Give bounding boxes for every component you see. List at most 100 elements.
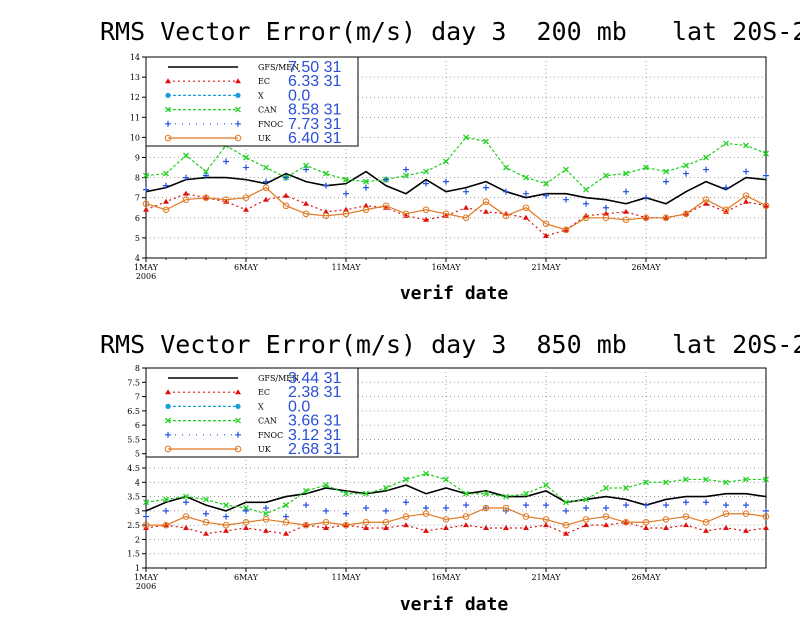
data-point <box>503 493 509 500</box>
data-point <box>363 178 369 185</box>
data-point <box>703 476 709 483</box>
data-point <box>382 518 390 526</box>
data-point <box>563 507 569 514</box>
data-point <box>743 198 749 204</box>
data-point <box>223 502 229 509</box>
data-point <box>583 496 589 503</box>
data-point <box>243 507 249 514</box>
data-point <box>203 530 209 536</box>
data-point <box>303 487 309 494</box>
legend-value: 7.50 31 <box>288 59 341 76</box>
x-tick-label: 6MAY <box>234 263 259 272</box>
data-point <box>203 168 209 175</box>
legend-label: FNOC <box>258 431 283 440</box>
data-point <box>463 490 469 497</box>
data-point <box>143 513 149 520</box>
legend-label: EC <box>258 388 270 397</box>
y-tick-label: 1.5 <box>127 550 140 559</box>
data-point <box>742 510 750 518</box>
data-point <box>263 510 269 517</box>
data-point <box>642 518 650 526</box>
data-point <box>622 216 630 224</box>
data-point <box>323 507 329 514</box>
data-point <box>663 525 669 530</box>
data-point <box>362 206 370 214</box>
data-point <box>383 176 389 183</box>
y-tick-label: 4.5 <box>127 464 140 473</box>
legend-value: 0.0 <box>288 87 310 104</box>
data-point <box>602 214 610 222</box>
data-point <box>602 513 610 520</box>
data-point <box>722 206 730 214</box>
data-point <box>143 499 149 506</box>
data-point <box>723 479 729 486</box>
data-point <box>262 516 270 523</box>
data-point <box>323 170 329 177</box>
data-point <box>282 518 290 526</box>
y-tick-label: 8 <box>135 364 140 373</box>
data-point <box>302 210 310 218</box>
legend-label: CAN <box>258 417 277 426</box>
data-point <box>763 172 769 179</box>
legend-value: 3.44 31 <box>288 370 341 387</box>
data-point <box>423 216 429 222</box>
data-point <box>643 525 649 530</box>
data-point <box>523 214 529 220</box>
data-point <box>743 142 749 149</box>
data-point <box>383 485 389 491</box>
data-point <box>323 525 329 530</box>
y-tick-label: 7.5 <box>127 378 140 387</box>
data-point <box>722 510 730 518</box>
x-axis-label: verif date <box>400 594 509 615</box>
y-tick-label: 3 <box>135 507 140 516</box>
data-point <box>282 202 290 210</box>
legend-box <box>145 367 359 458</box>
data-point <box>343 206 349 212</box>
data-point <box>603 485 609 491</box>
data-point <box>423 180 429 187</box>
data-point <box>403 166 409 173</box>
data-point <box>403 522 409 528</box>
data-point <box>402 513 410 520</box>
data-point <box>202 518 210 526</box>
data-point <box>243 154 249 161</box>
data-point <box>443 158 449 165</box>
x-tick-label: 1MAY <box>134 263 159 272</box>
data-point <box>543 522 549 528</box>
data-point <box>323 482 329 489</box>
legend-label: CAN <box>258 106 277 115</box>
data-point <box>363 184 369 191</box>
series-can <box>143 134 769 193</box>
data-point <box>703 499 709 506</box>
data-point <box>463 502 469 509</box>
data-point <box>223 513 229 520</box>
y-tick-label: 13 <box>130 73 140 82</box>
data-point <box>523 502 529 509</box>
data-point <box>443 178 449 185</box>
data-point <box>403 476 409 483</box>
data-point <box>623 208 629 214</box>
data-point <box>163 170 169 177</box>
data-point <box>583 505 589 511</box>
y-tick-label: 4 <box>135 478 140 487</box>
data-point <box>222 196 230 204</box>
data-point <box>703 527 709 533</box>
data-point <box>743 476 749 483</box>
legend-marker <box>235 120 241 127</box>
legend-value: 0.0 <box>288 398 310 415</box>
data-point <box>343 510 349 517</box>
data-point <box>342 521 350 529</box>
data-point <box>343 176 349 183</box>
data-point <box>623 502 629 509</box>
series-line <box>146 507 767 526</box>
legend-marker <box>235 417 241 424</box>
data-point <box>303 162 309 169</box>
legend-label: X <box>258 402 264 411</box>
x-tick-label: 16MAY <box>431 263 461 272</box>
data-point <box>143 186 149 193</box>
data-point <box>643 502 649 509</box>
chart-title: RMS Vector Error(m/s) day 3 850 mb lat 2… <box>100 330 800 359</box>
y-tick-label: 10 <box>130 133 140 142</box>
data-point <box>423 470 429 477</box>
legend-marker <box>235 431 241 438</box>
